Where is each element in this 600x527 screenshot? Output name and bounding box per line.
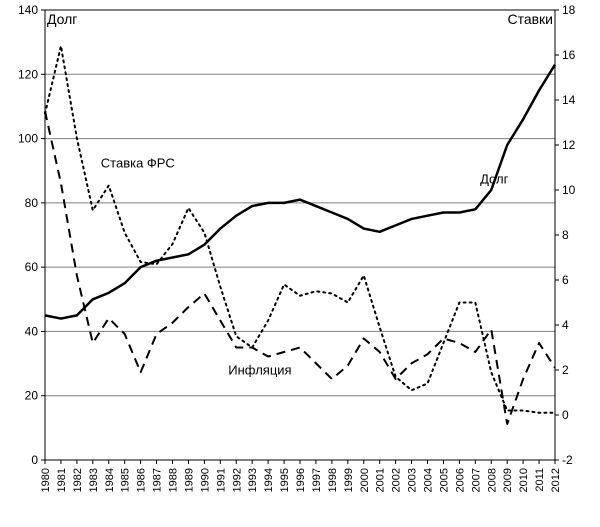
svg-text:16: 16 [562,48,576,62]
svg-text:18: 18 [562,3,576,17]
svg-text:1999: 1999 [343,468,355,492]
svg-text:6: 6 [562,273,569,287]
svg-text:120: 120 [18,67,38,81]
svg-text:2: 2 [562,363,569,377]
svg-text:2002: 2002 [391,468,403,492]
svg-text:1980: 1980 [40,468,52,492]
svg-text:1990: 1990 [199,468,211,492]
svg-text:2010: 2010 [518,468,530,492]
svg-text:4: 4 [562,318,569,332]
svg-text:1987: 1987 [152,468,164,492]
svg-text:80: 80 [25,196,39,210]
svg-text:2007: 2007 [470,468,482,492]
svg-text:1985: 1985 [120,468,132,492]
svg-text:2011: 2011 [534,468,546,492]
svg-text:2012: 2012 [550,468,562,492]
svg-text:1991: 1991 [215,468,227,492]
left-axis-title: Долг [47,11,77,27]
svg-text:40: 40 [25,324,39,338]
svg-text:2001: 2001 [375,468,387,492]
svg-text:0: 0 [562,408,569,422]
right-axis-title: Ставки [507,11,553,27]
svg-text:2005: 2005 [438,468,450,492]
svg-text:1981: 1981 [56,468,68,492]
label-inflation: Инфляция [228,363,291,378]
svg-text:8: 8 [562,228,569,242]
svg-text:2006: 2006 [454,468,466,492]
svg-text:2000: 2000 [359,468,371,492]
svg-text:1989: 1989 [183,468,195,492]
svg-text:1993: 1993 [247,468,259,492]
svg-text:0: 0 [31,453,38,467]
svg-text:14: 14 [562,93,576,107]
svg-text:2009: 2009 [502,468,514,492]
svg-text:60: 60 [25,260,39,274]
svg-text:1982: 1982 [72,468,84,492]
svg-text:100: 100 [18,132,38,146]
svg-text:1996: 1996 [295,468,307,492]
label-debt: Долг [480,172,508,187]
svg-text:1988: 1988 [168,468,180,492]
svg-text:1995: 1995 [279,468,291,492]
svg-text:1984: 1984 [104,468,116,492]
svg-text:10: 10 [562,183,576,197]
label-fed-rate: Ставка ФРС [101,156,175,171]
svg-text:1998: 1998 [327,468,339,492]
svg-text:2003: 2003 [407,468,419,492]
svg-text:1983: 1983 [88,468,100,492]
svg-text:20: 20 [25,389,39,403]
svg-text:1997: 1997 [311,468,323,492]
svg-text:1986: 1986 [136,468,148,492]
dual-axis-line-chart: 0 20 40 60 80 100 120 140 -2 0 2 4 6 8 10 12 14 16 18 1980 1… [0,0,600,527]
svg-text:12: 12 [562,138,576,152]
svg-text:1992: 1992 [231,468,243,492]
svg-text:2008: 2008 [486,468,498,492]
svg-text:140: 140 [18,3,38,17]
svg-text:2004: 2004 [423,468,435,492]
svg-text:-2: -2 [562,453,573,467]
svg-text:1994: 1994 [263,468,275,492]
chart-svg: 0 20 40 60 80 100 120 140 -2 0 2 4 6 8 10 12 14 16 18 1980 1… [0,0,600,527]
